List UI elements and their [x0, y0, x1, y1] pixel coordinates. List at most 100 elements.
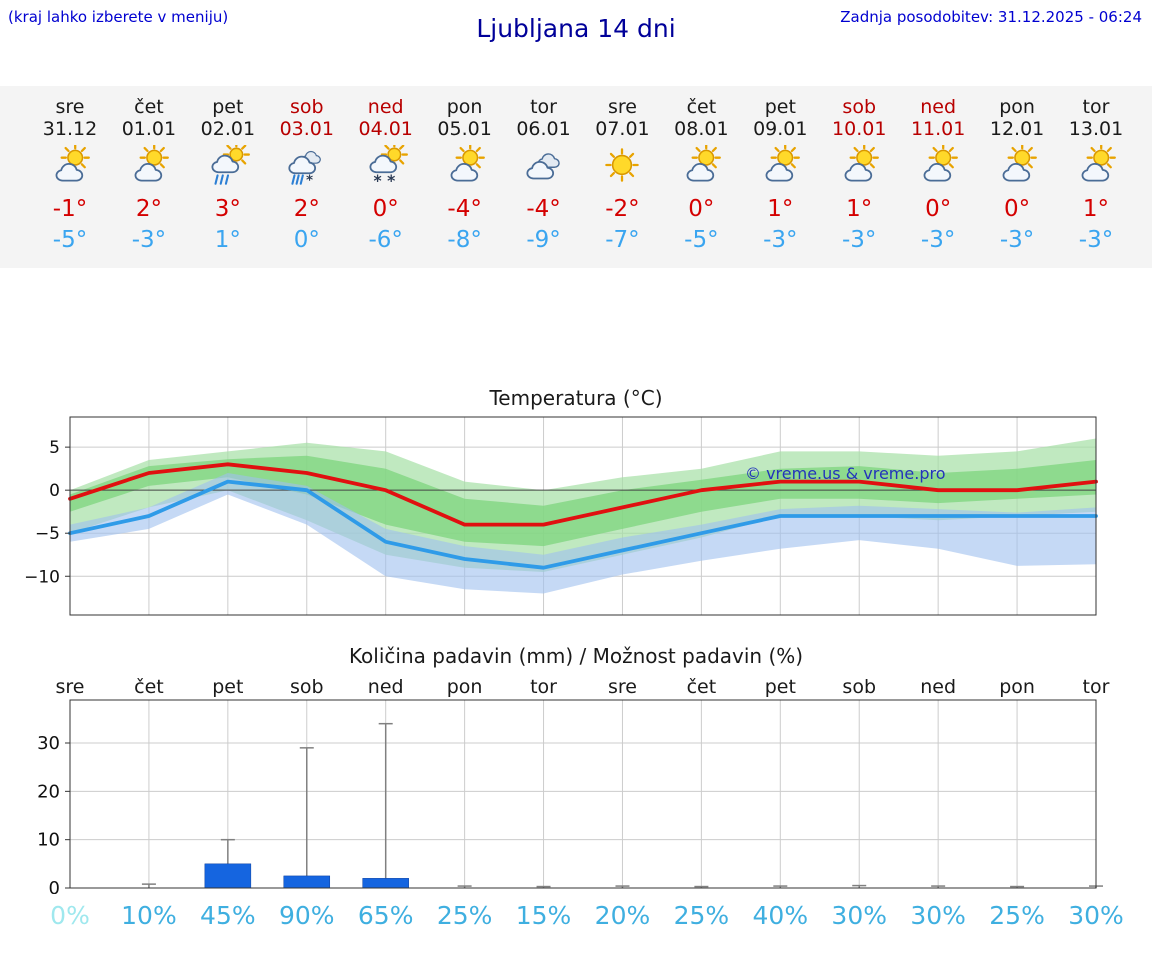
day-name: pet: [212, 96, 244, 118]
temp-low: -3°: [763, 227, 798, 253]
weather-icon-wrap: [657, 142, 745, 189]
menu-hint: (kraj lahko izberete v meniju): [8, 8, 229, 26]
forecast-day-13.01: tor 13.01 1° -3°: [1052, 96, 1140, 253]
weather-icon-wrap: [973, 142, 1061, 189]
day-name: tor: [1082, 96, 1110, 118]
temp-ytick-label: 5: [49, 438, 60, 458]
temp-ytick-label: 0: [49, 481, 60, 501]
weather-icon-wrap: [736, 142, 824, 189]
precip-probability: 15%: [515, 901, 572, 930]
day-name: ned: [367, 96, 404, 118]
precip-ytick-label: 0: [49, 878, 60, 894]
precip-probability: 25%: [436, 901, 493, 930]
temp-high: -4°: [526, 196, 561, 222]
precip-probability: 0%: [50, 901, 90, 930]
day-name: pon: [999, 96, 1035, 118]
temp-low: -3°: [1078, 227, 1114, 253]
sun-cloud-icon: [55, 142, 90, 182]
forecast-day-06.01: tor 06.01 -4° -9°: [500, 96, 588, 253]
temp-low: -5°: [52, 227, 88, 253]
precip-day-label: pon: [999, 676, 1035, 698]
forecast-day-09.01: pet 09.01 1° -3°: [736, 96, 824, 253]
temp-high: 2°: [135, 196, 162, 222]
precip-probabilities: 0% 10% 45% 90% 65% 25% 15% 20% 25% 40% 30% 30% 25% 30…: [0, 901, 1152, 935]
svg-text:*: *: [306, 173, 313, 187]
temp-low: -8°: [447, 227, 482, 253]
forecast-day-08.01: čet 08.01 0° -5°: [657, 96, 745, 253]
temp-ytick-label: −5: [35, 524, 60, 544]
temp-low: -3°: [920, 227, 956, 253]
precip-ytick-label: 30: [37, 733, 60, 754]
precip-day-label: ned: [920, 676, 957, 698]
forecast-day-31.12: sre 31.12 -1° -5°: [26, 96, 114, 253]
precip-bar: [362, 878, 409, 889]
precip-probability: 40%: [752, 901, 809, 930]
sun-cloud-icon: [923, 142, 959, 182]
temp-low: -9°: [526, 227, 561, 253]
forecast-day-11.01: ned 11.01 0° -3°: [894, 96, 982, 253]
sun-cloud-icon: [765, 142, 801, 182]
day-date: 06.01: [516, 118, 571, 140]
precip-day-label: tor: [1082, 676, 1110, 698]
precip-probability: 25%: [989, 901, 1045, 930]
temperature-chart-title: Temperatura (°C): [489, 386, 663, 410]
watermark: © vreme.us & vreme.pro: [745, 464, 946, 483]
snow-icon: * *: [369, 140, 408, 190]
temp-high: -2°: [605, 196, 640, 222]
day-date: 02.01: [200, 118, 256, 140]
day-date: 04.01: [358, 118, 413, 140]
weather-icon-wrap: [815, 142, 903, 189]
precip-day-label: sob: [289, 676, 324, 698]
precip-ytick-label: 10: [37, 830, 60, 851]
temp-low: -7°: [605, 227, 640, 253]
temp-ytick-label: −10: [24, 567, 60, 587]
page-title: Ljubljana 14 dni: [476, 14, 676, 43]
forecast-day-05.01: pon 05.01 -4° -8°: [421, 96, 509, 253]
day-date: 07.01: [595, 118, 650, 140]
sun-cloud-icon: [686, 142, 722, 182]
precip-probability: 90%: [278, 901, 335, 930]
last-update: Zadnja posodobitev: 31.12.2025 - 06:24: [840, 8, 1142, 26]
svg-text:* *: * *: [373, 172, 395, 187]
day-date: 31.12: [42, 118, 98, 140]
precip-day-label: sob: [842, 676, 877, 698]
temp-low: -3°: [842, 227, 877, 253]
precip-day-label: sre: [55, 676, 85, 698]
sunny-icon: [605, 148, 640, 182]
precip-day-label: pon: [446, 676, 483, 698]
precip-bar: [283, 875, 331, 889]
day-name: čet: [134, 96, 164, 118]
precip-bar: [204, 863, 252, 889]
temp-low: -6°: [368, 227, 403, 253]
forecast-day-03.01: sob 03.01 * 2° 0°: [263, 96, 351, 253]
weather-icon-wrap: [1052, 142, 1140, 189]
precip-probability: 20%: [594, 901, 651, 930]
weather-icon-wrap: [578, 145, 666, 189]
forecast-day-02.01: pet 02.01 3° 1°: [184, 96, 272, 253]
temperature-chart: 5 0 −5 −10 © vreme.us & vreme.pro: [24, 416, 1098, 616]
day-date: 08.01: [674, 118, 729, 140]
day-name: sre: [607, 96, 637, 118]
weather-icon-wrap: [894, 142, 982, 189]
precip-day-labels: sre čet pet sob ned pon tor sre čet pet sob ned pon t…: [0, 676, 1152, 700]
weather-icon-wrap: [500, 145, 588, 189]
sun-cloud-icon: [1002, 142, 1037, 182]
precip-day-label: ned: [367, 676, 404, 698]
day-name: pon: [446, 96, 483, 118]
temp-high: 0°: [1003, 196, 1031, 222]
day-date: 12.01: [989, 118, 1045, 140]
day-date: 10.01: [832, 118, 887, 140]
day-name: ned: [920, 96, 957, 118]
precip-probability: 30%: [831, 901, 888, 930]
forecast-day-04.01: ned 04.01 * * 0° -6°: [342, 96, 430, 253]
max-temperature-line: [68, 462, 1098, 527]
forecast-day-01.01: čet 01.01 2° -3°: [105, 96, 193, 253]
day-name: čet: [686, 96, 717, 118]
precip-probability: 45%: [200, 901, 256, 930]
precip-day-label: čet: [686, 676, 717, 698]
temp-low: -5°: [684, 227, 719, 253]
temp-low: -3°: [131, 227, 167, 253]
weather-icon-wrap: *: [263, 145, 351, 189]
forecast-day-10.01: sob 10.01 1° -3°: [815, 96, 903, 253]
forecast-day-07.01: sre 07.01 -2° -7°: [578, 96, 666, 253]
